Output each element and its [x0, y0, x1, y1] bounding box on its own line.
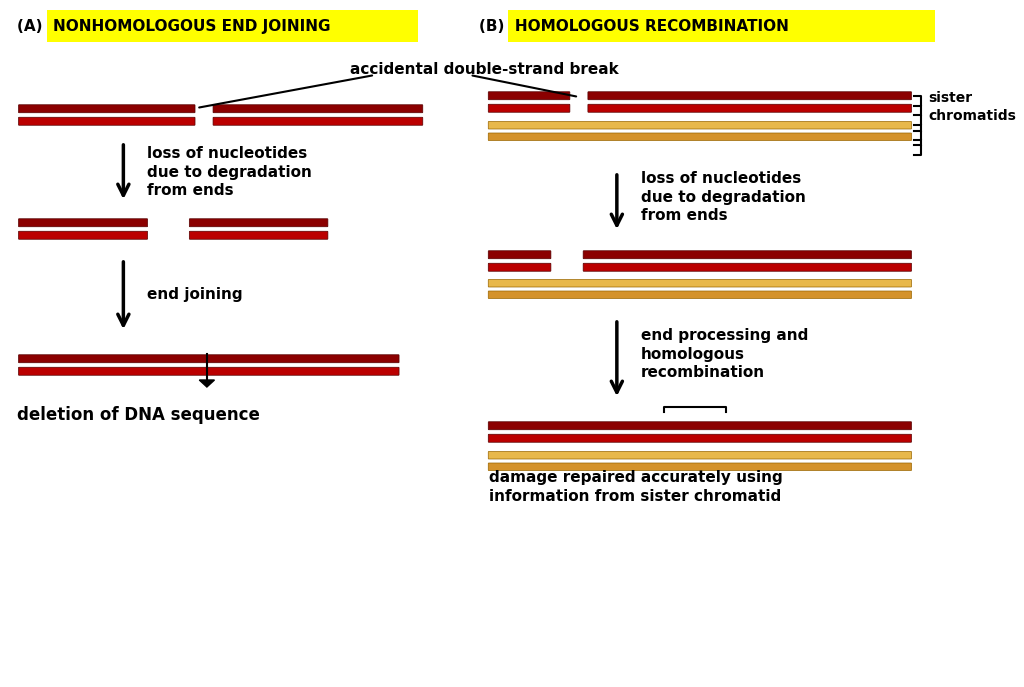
FancyBboxPatch shape	[213, 117, 423, 125]
FancyBboxPatch shape	[213, 104, 423, 113]
Text: (B)  HOMOLOGOUS RECOMBINATION: (B) HOMOLOGOUS RECOMBINATION	[479, 19, 790, 34]
FancyBboxPatch shape	[189, 232, 328, 239]
FancyBboxPatch shape	[488, 92, 570, 100]
FancyBboxPatch shape	[488, 291, 911, 298]
FancyBboxPatch shape	[18, 368, 399, 375]
FancyBboxPatch shape	[189, 218, 328, 227]
Bar	[47, 10, 418, 42]
Bar	[508, 10, 935, 42]
FancyBboxPatch shape	[488, 422, 911, 430]
FancyBboxPatch shape	[488, 434, 911, 442]
FancyBboxPatch shape	[583, 263, 911, 271]
FancyBboxPatch shape	[488, 104, 570, 112]
FancyBboxPatch shape	[18, 232, 147, 239]
FancyBboxPatch shape	[488, 251, 551, 259]
Text: end processing and
homologous
recombination: end processing and homologous recombinat…	[641, 328, 808, 380]
Text: end joining: end joining	[147, 286, 243, 302]
FancyBboxPatch shape	[488, 280, 911, 287]
Polygon shape	[200, 380, 214, 387]
Text: accidental double-strand break: accidental double-strand break	[349, 62, 618, 76]
Text: loss of nucleotides
due to degradation
from ends: loss of nucleotides due to degradation f…	[641, 171, 806, 223]
Text: sister
chromatids: sister chromatids	[928, 91, 1016, 123]
FancyBboxPatch shape	[18, 117, 195, 125]
FancyBboxPatch shape	[588, 92, 911, 100]
FancyBboxPatch shape	[588, 104, 911, 112]
FancyBboxPatch shape	[488, 451, 911, 459]
Text: (A)  NONHOMOLOGOUS END JOINING: (A) NONHOMOLOGOUS END JOINING	[17, 19, 331, 34]
Text: deletion of DNA sequence: deletion of DNA sequence	[17, 406, 260, 424]
FancyBboxPatch shape	[18, 104, 195, 113]
FancyBboxPatch shape	[18, 218, 147, 227]
FancyBboxPatch shape	[488, 133, 911, 141]
FancyBboxPatch shape	[488, 263, 551, 271]
Text: damage repaired accurately using
information from sister chromatid: damage repaired accurately using informa…	[488, 470, 782, 504]
FancyBboxPatch shape	[583, 251, 911, 259]
Text: loss of nucleotides
due to degradation
from ends: loss of nucleotides due to degradation f…	[147, 146, 312, 198]
FancyBboxPatch shape	[488, 463, 911, 471]
FancyBboxPatch shape	[488, 122, 911, 129]
FancyBboxPatch shape	[18, 354, 399, 363]
